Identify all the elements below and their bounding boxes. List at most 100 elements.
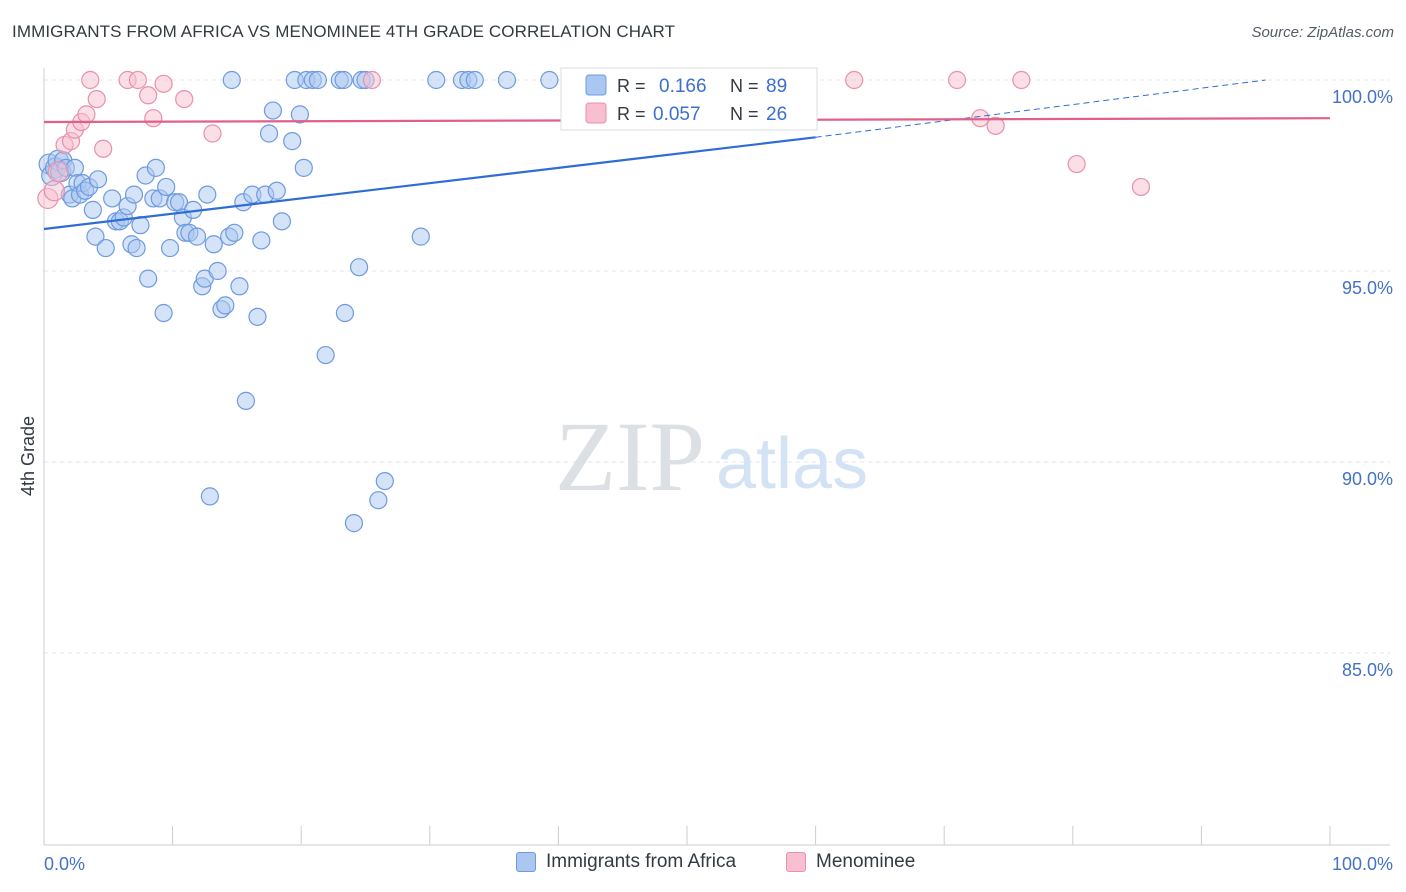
data-point <box>248 307 267 326</box>
data-point <box>272 212 292 231</box>
data-point <box>203 124 222 143</box>
data-point <box>283 132 302 151</box>
data-point <box>465 70 484 90</box>
legend-swatch <box>516 852 536 872</box>
data-point <box>198 185 217 204</box>
data-point <box>369 491 388 510</box>
data-point <box>139 86 158 105</box>
legend-item-immigrants: Immigrants from Africa <box>516 851 736 873</box>
data-point <box>308 70 328 90</box>
legend-n-pink: 26 <box>766 104 787 125</box>
y-axis-title: 4th Grade <box>18 416 38 496</box>
legend-swatch-pink <box>585 102 607 124</box>
legend-n-label-blue: N = <box>730 76 759 96</box>
data-point <box>200 487 219 506</box>
data-point <box>154 74 173 93</box>
data-point <box>96 238 115 258</box>
data-point <box>845 70 864 90</box>
data-point <box>1067 154 1086 174</box>
data-point <box>175 89 194 109</box>
x-tick-label-min: 0.0% <box>44 854 85 874</box>
y-tick-label: 85.0% <box>1342 660 1393 680</box>
legend-label: Menominee <box>816 851 916 872</box>
data-point <box>1131 177 1151 197</box>
watermark-zip: ZIP <box>555 401 705 512</box>
data-point <box>124 185 144 204</box>
legend-n-blue: 89 <box>766 76 787 97</box>
legend-n-label-pink: N = <box>730 104 759 124</box>
data-point <box>362 70 382 90</box>
source-label: Source: ZipAtlas.com <box>1251 24 1394 41</box>
chart-title: IMMIGRANTS FROM AFRICA VS MENOMINEE 4TH … <box>12 22 676 41</box>
data-point <box>160 238 180 258</box>
data-point <box>335 303 355 323</box>
data-point <box>497 70 517 90</box>
data-point <box>86 227 105 246</box>
data-point <box>344 514 364 533</box>
legend-swatch-blue <box>585 74 607 96</box>
data-point <box>65 158 84 177</box>
data-point <box>316 345 335 365</box>
data-point <box>375 472 394 491</box>
axes <box>43 68 1390 846</box>
legend-r-blue: 0.166 <box>659 76 707 97</box>
watermark: ZIP atlas <box>555 401 868 512</box>
data-point <box>139 269 158 288</box>
y-tick-labels: 100.0% 95.0% 90.0% 85.0% <box>1332 87 1393 680</box>
data-point <box>204 235 223 254</box>
data-point <box>83 200 102 219</box>
data-point <box>128 70 147 90</box>
legend-swatch <box>786 852 806 872</box>
data-point <box>252 231 271 250</box>
data-point <box>146 158 165 177</box>
data-point <box>294 158 313 177</box>
data-point <box>208 261 227 281</box>
y-tick-label: 90.0% <box>1342 469 1393 489</box>
y-tick-label: 100.0% <box>1332 87 1393 107</box>
data-point <box>88 170 108 189</box>
legend-r-label-pink: R = <box>617 104 646 124</box>
series-menominee <box>37 70 1151 210</box>
data-point <box>94 139 113 158</box>
data-point <box>144 109 163 128</box>
data-point <box>154 303 173 323</box>
data-point <box>127 238 146 258</box>
data-point <box>47 161 69 183</box>
series-immigrants-from-africa <box>38 70 559 533</box>
legend-item-menominee: Menominee <box>786 851 915 873</box>
data-point <box>411 227 430 246</box>
watermark-atlas: atlas <box>716 424 868 504</box>
legend-r-label-blue: R = <box>617 76 646 96</box>
data-point <box>187 227 207 246</box>
data-point <box>225 223 244 242</box>
data-point <box>259 124 279 143</box>
data-point <box>1012 70 1031 90</box>
data-point <box>216 296 235 315</box>
data-point <box>43 180 65 202</box>
data-point <box>87 89 106 109</box>
y-tick-label: 95.0% <box>1342 278 1393 298</box>
data-point <box>263 101 283 120</box>
data-point <box>157 177 176 197</box>
legend-label: Immigrants from Africa <box>546 851 737 872</box>
x-tick-label-max: 100.0% <box>1332 854 1393 874</box>
inset-legend: R = 0.166 N = 89 R = 0.057 N = 26 <box>560 67 818 131</box>
data-point <box>236 391 256 410</box>
grid <box>44 79 1390 654</box>
data-point <box>290 105 310 124</box>
data-point <box>334 70 353 90</box>
data-point <box>77 105 96 124</box>
data-point <box>986 116 1005 135</box>
data-point <box>81 70 100 90</box>
trend-line-immigrants <box>43 136 816 231</box>
data-point <box>267 181 286 200</box>
data-point <box>427 70 446 90</box>
data-point <box>349 258 369 277</box>
data-point <box>222 70 241 90</box>
trend-line-immigrants-extrapolated <box>815 79 1266 138</box>
legend-r-pink: 0.057 <box>653 104 701 125</box>
data-point <box>103 189 122 208</box>
data-point <box>230 277 249 296</box>
data-point <box>947 70 967 90</box>
